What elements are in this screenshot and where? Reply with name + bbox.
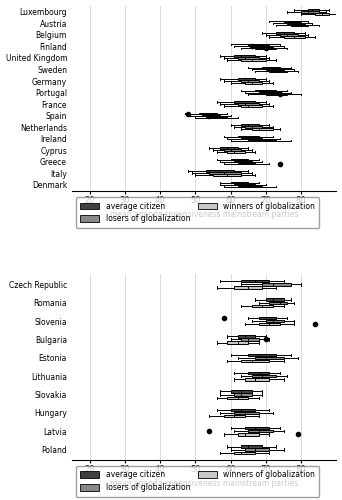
FancyBboxPatch shape bbox=[238, 163, 255, 164]
FancyBboxPatch shape bbox=[231, 408, 255, 411]
FancyBboxPatch shape bbox=[206, 117, 227, 118]
FancyBboxPatch shape bbox=[248, 354, 276, 356]
FancyBboxPatch shape bbox=[238, 136, 259, 138]
FancyBboxPatch shape bbox=[266, 298, 284, 301]
FancyBboxPatch shape bbox=[241, 106, 262, 107]
FancyBboxPatch shape bbox=[234, 161, 252, 162]
FancyBboxPatch shape bbox=[241, 59, 266, 60]
FancyBboxPatch shape bbox=[238, 78, 255, 80]
FancyBboxPatch shape bbox=[248, 372, 269, 374]
FancyBboxPatch shape bbox=[238, 335, 255, 338]
FancyBboxPatch shape bbox=[252, 46, 273, 47]
FancyBboxPatch shape bbox=[252, 128, 273, 130]
FancyBboxPatch shape bbox=[266, 94, 287, 95]
FancyBboxPatch shape bbox=[234, 102, 255, 103]
FancyBboxPatch shape bbox=[231, 159, 248, 160]
FancyBboxPatch shape bbox=[280, 34, 298, 35]
FancyBboxPatch shape bbox=[234, 56, 255, 57]
FancyBboxPatch shape bbox=[227, 396, 248, 399]
FancyBboxPatch shape bbox=[241, 446, 262, 448]
FancyBboxPatch shape bbox=[269, 70, 287, 72]
FancyBboxPatch shape bbox=[308, 9, 319, 11]
FancyBboxPatch shape bbox=[245, 448, 269, 451]
FancyBboxPatch shape bbox=[224, 415, 245, 418]
FancyBboxPatch shape bbox=[266, 68, 284, 70]
FancyBboxPatch shape bbox=[255, 356, 284, 359]
FancyBboxPatch shape bbox=[245, 427, 269, 430]
FancyBboxPatch shape bbox=[209, 172, 241, 174]
FancyBboxPatch shape bbox=[284, 20, 301, 22]
FancyBboxPatch shape bbox=[241, 80, 259, 82]
FancyBboxPatch shape bbox=[202, 115, 220, 116]
FancyBboxPatch shape bbox=[234, 452, 255, 454]
FancyBboxPatch shape bbox=[269, 302, 287, 304]
FancyBboxPatch shape bbox=[231, 390, 252, 392]
FancyBboxPatch shape bbox=[266, 320, 284, 322]
FancyBboxPatch shape bbox=[252, 304, 273, 307]
FancyBboxPatch shape bbox=[213, 174, 241, 176]
FancyBboxPatch shape bbox=[248, 430, 273, 432]
FancyBboxPatch shape bbox=[259, 92, 280, 94]
FancyBboxPatch shape bbox=[238, 433, 259, 436]
FancyBboxPatch shape bbox=[231, 182, 248, 184]
FancyBboxPatch shape bbox=[238, 104, 259, 105]
FancyBboxPatch shape bbox=[245, 126, 262, 128]
FancyBboxPatch shape bbox=[241, 360, 269, 362]
FancyBboxPatch shape bbox=[255, 90, 276, 92]
FancyBboxPatch shape bbox=[276, 32, 294, 34]
X-axis label: mean agenda-reponsiveness mainstream parties: mean agenda-reponsiveness mainstream par… bbox=[110, 479, 298, 488]
FancyBboxPatch shape bbox=[227, 152, 245, 153]
FancyBboxPatch shape bbox=[291, 24, 308, 26]
FancyBboxPatch shape bbox=[287, 22, 305, 24]
FancyBboxPatch shape bbox=[315, 13, 329, 15]
FancyBboxPatch shape bbox=[245, 378, 269, 380]
FancyBboxPatch shape bbox=[252, 375, 276, 378]
FancyBboxPatch shape bbox=[241, 280, 269, 282]
FancyBboxPatch shape bbox=[259, 323, 280, 326]
FancyBboxPatch shape bbox=[248, 44, 269, 45]
Legend: average citizen, losers of globalization, winners of globalization: average citizen, losers of globalization… bbox=[76, 466, 319, 496]
X-axis label: mean agenda-reponsiveness mainstream parties: mean agenda-reponsiveness mainstream par… bbox=[110, 210, 298, 220]
FancyBboxPatch shape bbox=[234, 394, 252, 396]
Legend: average citizen, losers of globalization, winners of globalization: average citizen, losers of globalization… bbox=[76, 197, 319, 228]
FancyBboxPatch shape bbox=[241, 138, 262, 140]
FancyBboxPatch shape bbox=[234, 412, 259, 414]
FancyBboxPatch shape bbox=[199, 113, 216, 114]
FancyBboxPatch shape bbox=[234, 286, 262, 288]
FancyBboxPatch shape bbox=[224, 150, 241, 151]
FancyBboxPatch shape bbox=[284, 36, 305, 38]
FancyBboxPatch shape bbox=[238, 186, 262, 188]
FancyBboxPatch shape bbox=[245, 82, 262, 84]
FancyBboxPatch shape bbox=[255, 48, 276, 49]
FancyBboxPatch shape bbox=[241, 124, 259, 126]
FancyBboxPatch shape bbox=[206, 170, 234, 172]
FancyBboxPatch shape bbox=[241, 338, 259, 340]
FancyBboxPatch shape bbox=[227, 342, 248, 344]
FancyBboxPatch shape bbox=[262, 67, 280, 68]
FancyBboxPatch shape bbox=[262, 283, 291, 286]
FancyBboxPatch shape bbox=[234, 184, 255, 186]
FancyBboxPatch shape bbox=[248, 140, 276, 141]
FancyBboxPatch shape bbox=[301, 11, 319, 13]
FancyBboxPatch shape bbox=[220, 148, 238, 149]
FancyBboxPatch shape bbox=[238, 57, 259, 58]
FancyBboxPatch shape bbox=[259, 317, 276, 319]
